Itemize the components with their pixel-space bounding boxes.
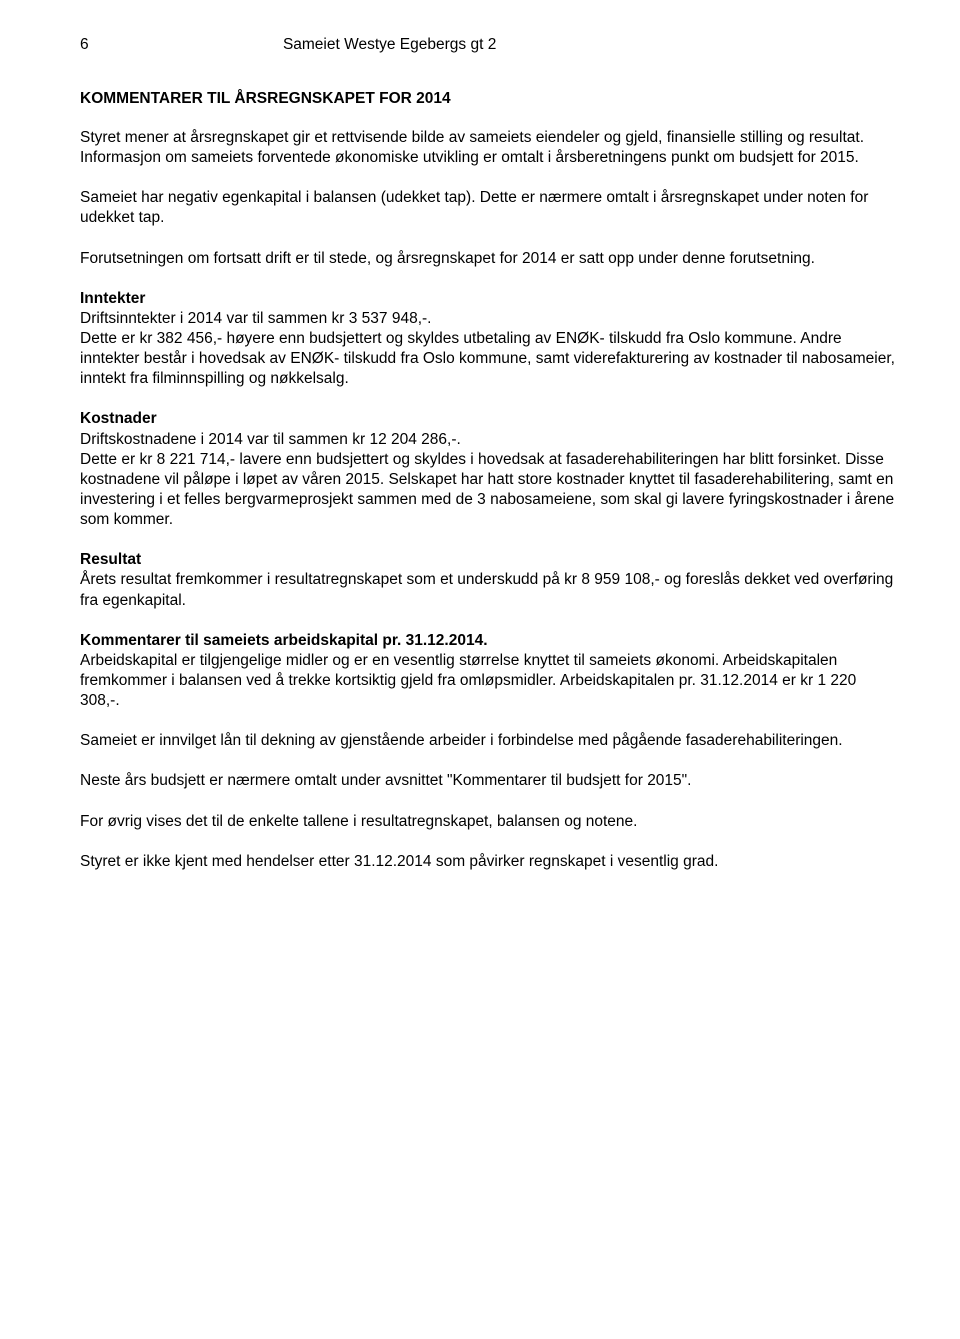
main-heading: KOMMENTARER TIL ÅRSREGNSKAPET FOR 2014 <box>80 90 900 108</box>
events-para: Styret er ikke kjent med hendelser etter… <box>80 852 900 872</box>
arbeidskapital-heading: Kommentarer til sameiets arbeidskapital … <box>80 631 900 651</box>
document-page: 6 Sameiet Westye Egebergs gt 2 KOMMENTAR… <box>0 0 960 1339</box>
resultat-heading: Resultat <box>80 550 900 570</box>
doc-title: Sameiet Westye Egebergs gt 2 <box>283 36 496 54</box>
arbeidskapital-body: Arbeidskapital er tilgjengelige midler o… <box>80 651 900 711</box>
loan-para: Sameiet er innvilget lån til dekning av … <box>80 731 900 751</box>
inntekter-heading: Inntekter <box>80 289 900 309</box>
inntekter-body: Driftsinntekter i 2014 var til sammen kr… <box>80 309 900 390</box>
resultat-body: Årets resultat fremkommer i resultatregn… <box>80 570 900 610</box>
intro-para-3: Forutsetningen om fortsatt drift er til … <box>80 249 900 269</box>
intro-para-2: Sameiet har negativ egenkapital i balans… <box>80 188 900 228</box>
ref-para: For øvrig vises det til de enkelte talle… <box>80 812 900 832</box>
kostnader-body: Driftskostnadene i 2014 var til sammen k… <box>80 430 900 531</box>
kostnader-heading: Kostnader <box>80 409 900 429</box>
page-header: 6 Sameiet Westye Egebergs gt 2 <box>80 36 900 54</box>
page-number: 6 <box>80 36 89 54</box>
intro-para-1: Styret mener at årsregnskapet gir et ret… <box>80 128 900 168</box>
budget-para: Neste års budsjett er nærmere omtalt und… <box>80 771 900 791</box>
